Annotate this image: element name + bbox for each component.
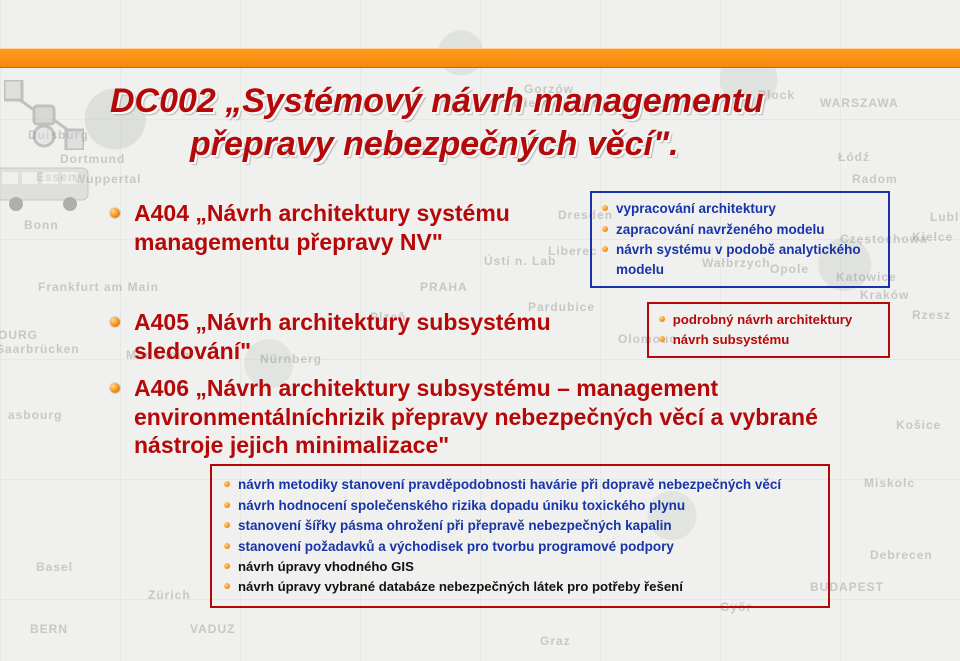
- sub-item: návrh subsystému: [659, 330, 878, 349]
- heading-a404: A404 „Návrh architektury systému managem…: [110, 199, 590, 257]
- bullet-icon: [224, 502, 230, 508]
- sub-item: zapracování navrženého modelu: [602, 220, 878, 240]
- sub-text: návrh subsystému: [673, 332, 790, 347]
- sub-item: návrh úpravy vybrané databáze nebezpečný…: [224, 577, 816, 596]
- sub-text: vypracování architektury: [616, 201, 776, 216]
- title-line-2: přepravy nebezpečných věcí".: [110, 123, 890, 166]
- sub-text: návrh systému v podobě analytického mode…: [616, 242, 861, 277]
- sub-text: stanovení požadavků a východisek pro tvo…: [238, 539, 674, 554]
- box-a406: návrh metodiky stanovení pravděpodobnost…: [210, 464, 830, 608]
- bullet-icon: [659, 316, 665, 322]
- bullet-icon: [602, 205, 608, 211]
- heading-text: A406 „Návrh architektury subsystému – ma…: [134, 375, 818, 459]
- sub-text: stanovení šířky pásma ohrožení při přepr…: [238, 518, 672, 533]
- bullet-icon: [110, 208, 120, 218]
- heading-text: A405 „Návrh architektury subsystému sled…: [134, 309, 551, 364]
- sub-text: zapracování navrženého modelu: [616, 222, 825, 237]
- sub-text: podrobný návrh architektury: [673, 312, 853, 327]
- bullet-icon: [659, 336, 665, 342]
- heading-text: A404 „Návrh architektury systému managem…: [134, 200, 510, 255]
- sub-item: stanovení šířky pásma ohrožení při přepr…: [224, 516, 816, 536]
- sub-item: podrobný návrh architektury: [659, 310, 878, 329]
- sub-item: návrh úpravy vhodného GIS: [224, 557, 816, 576]
- heading-a405: A405 „Návrh architektury subsystému sled…: [110, 308, 647, 366]
- sub-item: návrh metodiky stanovení pravděpodobnost…: [224, 475, 816, 495]
- heading-a406: A406 „Návrh architektury subsystému – ma…: [110, 374, 890, 460]
- bullet-icon: [224, 481, 230, 487]
- sub-item: vypracování architektury: [602, 199, 878, 219]
- bullet-icon: [224, 522, 230, 528]
- sub-item: stanovení požadavků a východisek pro tvo…: [224, 537, 816, 557]
- bullet-icon: [224, 543, 230, 549]
- bullet-icon: [602, 246, 608, 252]
- slide-title: DC002 „Systémový návrh managementu přepr…: [110, 80, 890, 165]
- sub-text: návrh metodiky stanovení pravděpodobnost…: [238, 477, 781, 492]
- box-a405: podrobný návrh architektury návrh subsys…: [647, 302, 890, 358]
- slide-content: DC002 „Systémový návrh managementu přepr…: [0, 0, 960, 661]
- sub-item: návrh hodnocení společenského rizika dop…: [224, 496, 816, 516]
- sub-item: návrh systému v podobě analytického mode…: [602, 240, 878, 279]
- bullet-icon: [110, 383, 120, 393]
- bullet-icon: [602, 226, 608, 232]
- bullet-icon: [110, 317, 120, 327]
- title-line-1: DC002 „Systémový návrh managementu: [110, 82, 764, 120]
- sub-text: návrh hodnocení společenského rizika dop…: [238, 498, 685, 513]
- sub-text: návrh úpravy vybrané databáze nebezpečný…: [238, 579, 683, 594]
- bullet-icon: [224, 563, 230, 569]
- box-a404: vypracování architektury zapracování nav…: [590, 191, 890, 288]
- sub-text: návrh úpravy vhodného GIS: [238, 559, 414, 574]
- bullet-icon: [224, 583, 230, 589]
